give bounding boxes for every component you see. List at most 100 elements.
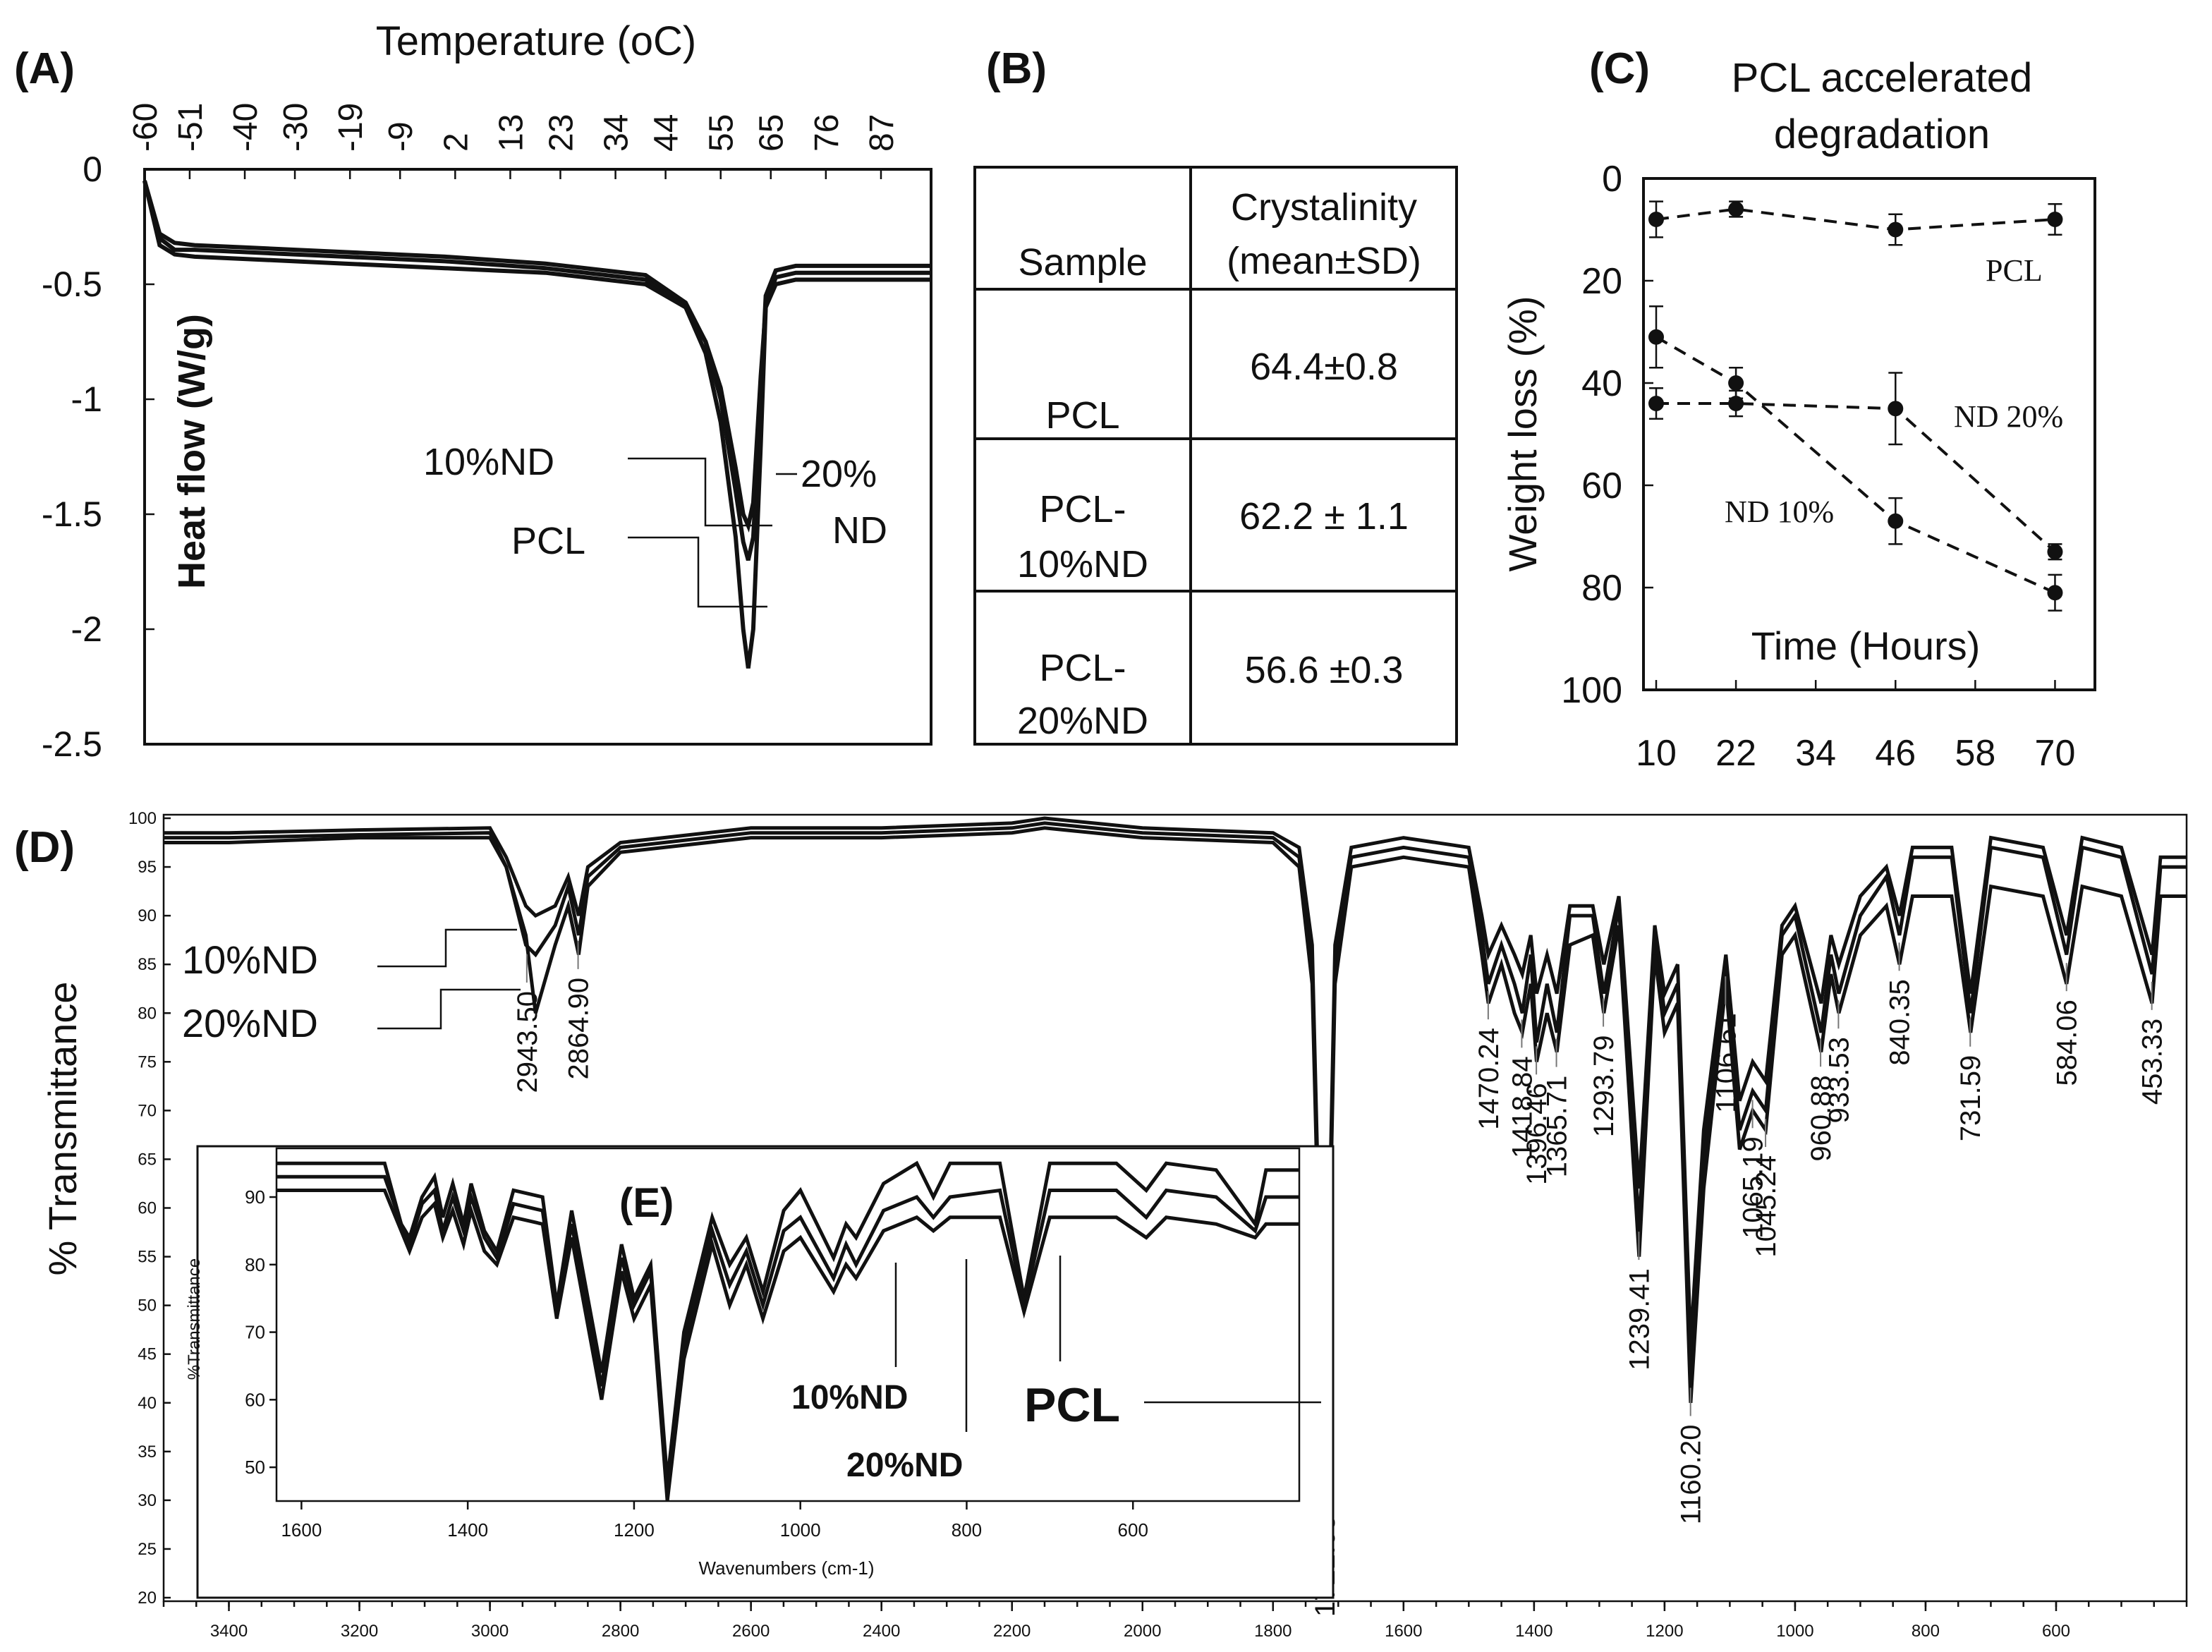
- table-header-cryst-2: (mean±SD): [1227, 240, 1421, 282]
- panel-c-y-tick-label: 80: [1581, 568, 1622, 609]
- panel-d-y-tick-label: 70: [138, 1101, 157, 1120]
- panel-c-title-1: PCL accelerated: [1732, 55, 2033, 101]
- panel-d-y-tick-label: 95: [138, 858, 157, 877]
- panel-e-x-ticks: 1600 1400 1200 1000 800 600: [281, 1501, 1148, 1541]
- table-cell-sample: PCL: [1045, 394, 1119, 437]
- panel-c-point: [1648, 396, 1664, 411]
- panel-d-peak-label: 731.59: [1955, 1055, 1986, 1141]
- panel-c-point: [2047, 585, 2063, 601]
- panel-e-x-tick-label: 1600: [281, 1519, 322, 1541]
- panel-d-ylabel: % Transmittance: [40, 981, 85, 1275]
- panel-a-x-ticks: -60 -51 -40 -30 -19 -9 2 13 23 34 44 55 65 76 87: [127, 103, 901, 179]
- panel-c-label-nd20: ND 20%: [1954, 399, 2063, 434]
- panel-a-series: [142, 180, 931, 669]
- panel-d-y-tick-label: 90: [138, 906, 157, 925]
- panel-d-annot-20nd: 20%ND: [182, 1001, 318, 1045]
- panel-e-x-tick-label: 600: [1118, 1519, 1148, 1541]
- panel-a-x-tick-label: -60: [127, 103, 164, 152]
- panel-c-title-2: degradation: [1774, 111, 1990, 157]
- panel-c-point: [1888, 401, 1904, 417]
- panel-d-y-tick-label: 60: [138, 1199, 157, 1218]
- panel-a-x-tick-label: -19: [332, 103, 370, 152]
- panel-d-x-tick-label: 1200: [1646, 1622, 1683, 1641]
- panel-a-x-tick-label: -9: [382, 121, 420, 152]
- panel-c: PCL accelerated degradation Weight loss …: [1500, 55, 2096, 774]
- panel-label-d: (D): [14, 823, 75, 872]
- panel-d-y-ticks: 100 95 90 85 80 75 70 65 60 55 50 45 40 35 30 25 20: [128, 809, 171, 1608]
- panel-d-y-tick-label: 20: [138, 1589, 157, 1608]
- panel-c-series-line: [1655, 207, 2055, 231]
- panel-a-annot-10nd: 10%ND: [423, 441, 554, 483]
- panel-a-x-tick-label: 87: [863, 114, 901, 152]
- panel-a-y-tick-label: -2.5: [42, 724, 102, 764]
- panel-c-point: [1728, 375, 1744, 391]
- panel-d-peak-label: 960.88: [1806, 1075, 1837, 1161]
- panel-a-title: Temperature (oC): [376, 18, 696, 64]
- panel-a-x-tick-label: 2: [437, 133, 475, 152]
- panel-d-y-tick-label: 35: [138, 1443, 157, 1462]
- panel-d-y-tick-label: 75: [138, 1052, 157, 1071]
- panel-a-y-tick-label: -1.5: [42, 494, 102, 534]
- panel-d-y-tick-label: 30: [138, 1491, 157, 1510]
- panel-e-ylabel: %Transmittance: [185, 1258, 204, 1380]
- panel-c-point: [2047, 212, 2063, 227]
- panel-e-y-tick-label: 90: [245, 1186, 265, 1208]
- panel-c-x-tick-label: 58: [1955, 733, 1995, 774]
- panel-c-y-tick-label: 40: [1581, 363, 1622, 404]
- panel-c-y-ticks: 0 20 40 60 80 100: [1561, 159, 1653, 711]
- panel-d-peak-label: 2864.90: [564, 978, 595, 1080]
- panel-e-y-tick-label: 80: [245, 1254, 265, 1275]
- panel-d-x-tick-label: 1600: [1385, 1622, 1422, 1641]
- panel-a-x-tick-label: -51: [172, 103, 209, 152]
- panel-d-y-tick-label: 100: [128, 809, 157, 828]
- panel-b-table: Sample Crystalinity (mean±SD) PCL 64.4±0…: [973, 166, 1458, 746]
- table-cell-value: 64.4±0.8: [1250, 346, 1398, 388]
- panel-a-y-ticks: 0 -0.5 -1 -1.5 -2 -2.5: [42, 150, 154, 764]
- panel-c-ylabel: Weight loss (%): [1500, 296, 1545, 571]
- panel-d-peak-label: 1293.79: [1588, 1035, 1620, 1137]
- panel-d-x-tick-label: 2800: [602, 1622, 639, 1641]
- panel-a-x-tick-label: 23: [542, 114, 580, 152]
- panel-d-x-tick-label: 1800: [1254, 1622, 1292, 1641]
- table-cell-value: 56.6 ±0.3: [1245, 649, 1404, 691]
- panel-d-x-tick-label: 800: [1912, 1622, 1940, 1641]
- table-cell-sample: 10%ND: [1017, 543, 1148, 585]
- panel-c-x-tick-label: 70: [2035, 733, 2076, 774]
- panel-e-y-tick-label: 50: [245, 1457, 265, 1478]
- panel-a-series-line: [142, 180, 931, 533]
- panel-a-x-tick-label: 34: [598, 114, 636, 152]
- table-frame: [973, 166, 1458, 746]
- panel-d-peak-label: 584.06: [2052, 1000, 2083, 1086]
- panel-d-x-tick-label: 600: [2042, 1622, 2070, 1641]
- panel-d-series-line: [164, 821, 2187, 1471]
- panel-c-x-tick-label: 46: [1875, 733, 1916, 774]
- panel-a-annot-pcl: PCL: [511, 520, 585, 562]
- panel-c-point: [1728, 396, 1744, 411]
- panel-d-y-tick-label: 85: [138, 955, 157, 974]
- panel-e-y-tick-label: 60: [245, 1389, 265, 1410]
- panel-c-y-tick-label: 20: [1581, 261, 1622, 302]
- panel-d-peak-label: 840.35: [1885, 979, 1916, 1065]
- panel-d-y-tick-label: 80: [138, 1004, 157, 1023]
- table-header-sample: Sample: [1018, 241, 1147, 284]
- panel-e-annot-20nd: 20%ND: [846, 1447, 963, 1484]
- panel-c-x-tick-label: 22: [1715, 733, 1756, 774]
- panel-label-b: (B): [986, 44, 1047, 93]
- panel-d-x-tick-label: 2600: [732, 1622, 770, 1641]
- panel-label-c: (C): [1589, 44, 1650, 93]
- panel-c-label-pcl: PCL: [1986, 253, 2043, 288]
- panel-d-leader-10nd: [377, 928, 517, 968]
- panel-a-leader-pcl: [628, 536, 767, 608]
- panel-a-ylabel: Heat flow (W/g): [171, 314, 213, 589]
- panel-e-series-line: [276, 1189, 1299, 1502]
- panel-d-x-tick-label: 2400: [863, 1622, 900, 1641]
- panel-a-x-tick-label: 76: [808, 114, 846, 152]
- panel-a-series-line: [142, 180, 931, 669]
- panel-a-x-tick-label: 44: [648, 114, 686, 152]
- panel-c-x-ticks: 10 22 34 46 58 70: [1636, 680, 2075, 774]
- panel-a: Temperature (oC) Heat flow (W/g) -60 -51 -…: [42, 18, 932, 764]
- table-cell-value: 62.2 ± 1.1: [1239, 495, 1409, 537]
- panel-c-series: [1648, 200, 2063, 612]
